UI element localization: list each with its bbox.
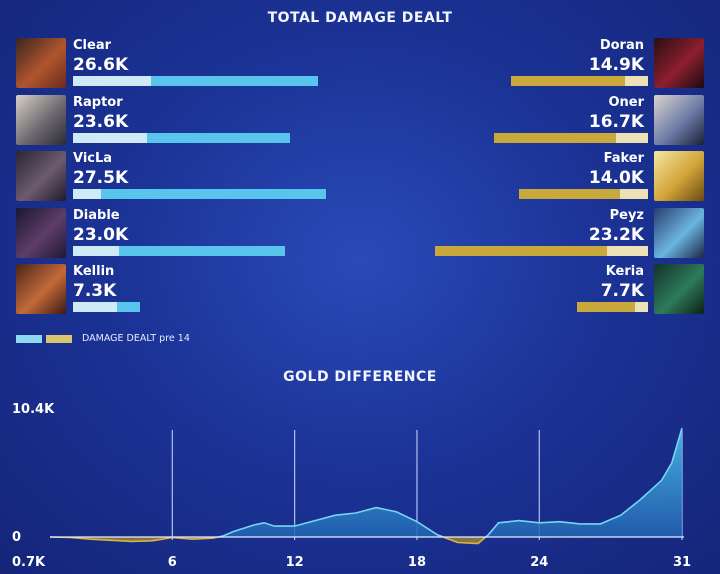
- x-tick-label: 12: [286, 555, 304, 570]
- damage-value: 27.5K: [73, 168, 129, 188]
- damage-bar: [519, 189, 648, 199]
- damage-value: 7.7K: [600, 281, 644, 301]
- portrait-diable: [16, 208, 66, 258]
- damage-bar: [73, 76, 318, 86]
- damage-bar: [494, 133, 648, 143]
- player-name: Kellin: [73, 264, 115, 279]
- damage-value: 14.9K: [588, 55, 644, 75]
- x-tick-label: 24: [530, 555, 548, 570]
- player-row-red: Peyz 23.2K: [360, 208, 720, 262]
- bar-segment-total: [119, 246, 285, 256]
- player-name: VicLa: [73, 151, 113, 166]
- bar-segment-pre14: [73, 189, 101, 199]
- y-bottom-label: 0.7K: [12, 555, 46, 570]
- damage-value: 23.2K: [588, 225, 644, 245]
- bar-segment-total: [100, 189, 326, 199]
- damage-value: 23.0K: [73, 225, 129, 245]
- damage-bar: [510, 76, 648, 86]
- damage-bar: [73, 302, 141, 312]
- player-row-red: Faker 14.0K: [360, 151, 720, 205]
- gold-title: GOLD DIFFERENCE: [283, 369, 437, 385]
- player-name: Keria: [605, 264, 644, 279]
- damage-value: 16.7K: [588, 112, 644, 132]
- player-row-blue: Clear 26.6K: [0, 38, 360, 92]
- series-line-red: [49, 537, 487, 545]
- player-name: Doran: [599, 38, 644, 53]
- player-name: Faker: [603, 151, 644, 166]
- portrait-kellin: [16, 264, 66, 314]
- bar-segment-pre14: [73, 246, 119, 256]
- player-name: Clear: [73, 38, 111, 53]
- bar-segment-total: [494, 133, 616, 143]
- portrait-doran: [654, 38, 704, 88]
- bar-segment-total: [117, 302, 141, 312]
- bar-segment-total: [510, 76, 625, 86]
- player-name: Raptor: [73, 95, 123, 110]
- player-row-red: Doran 14.9K: [360, 38, 720, 92]
- portrait-raptor: [16, 95, 66, 145]
- bar-segment-pre14: [620, 189, 648, 199]
- x-tick-label: 31: [673, 555, 691, 570]
- y-top-label: 10.4K: [12, 402, 55, 417]
- player-row-blue: Kellin 7.3K: [0, 264, 360, 318]
- player-row-blue: VicLa 27.5K: [0, 151, 360, 205]
- bar-segment-pre14: [73, 302, 118, 312]
- legend-swatch-gold: [46, 334, 72, 343]
- damage-legend: DAMAGE DEALT pre 14: [16, 333, 190, 344]
- bar-segment-total: [434, 246, 607, 256]
- portrait-keria: [654, 264, 704, 314]
- damage-value: 7.3K: [73, 281, 117, 301]
- damage-bar: [577, 302, 648, 312]
- bar-segment-pre14: [606, 246, 648, 256]
- series-line-blue: [50, 427, 683, 537]
- damage-bar: [73, 133, 291, 143]
- damage-value: 23.6K: [73, 112, 129, 132]
- portrait-vicla: [16, 151, 66, 201]
- player-name: Peyz: [609, 208, 644, 223]
- player-row-red: Oner 16.7K: [360, 95, 720, 149]
- portrait-oner: [654, 95, 704, 145]
- player-name: Diable: [73, 208, 120, 223]
- player-row-blue: Raptor 23.6K: [0, 95, 360, 149]
- damage-bar: [73, 189, 326, 199]
- portrait-peyz: [654, 208, 704, 258]
- bar-segment-pre14: [624, 76, 648, 86]
- bar-segment-total: [151, 76, 318, 86]
- bar-segment-pre14: [73, 133, 147, 143]
- bar-segment-pre14: [73, 76, 152, 86]
- player-row-red: Keria 7.7K: [360, 264, 720, 318]
- bar-segment-total: [577, 302, 636, 312]
- y-zero-label: 0: [12, 530, 21, 545]
- x-tick-label: 18: [408, 555, 426, 570]
- damage-bar: [73, 246, 285, 256]
- bar-segment-pre14: [615, 133, 648, 143]
- legend-swatch-blue: [16, 334, 42, 343]
- bar-segment-total: [519, 189, 621, 199]
- bar-segment-pre14: [635, 302, 648, 312]
- portrait-clear: [16, 38, 66, 88]
- damage-bar: [434, 246, 648, 256]
- area-red-lead: [50, 537, 682, 544]
- portrait-faker: [654, 151, 704, 201]
- damage-value: 14.0K: [588, 168, 644, 188]
- damage-title: TOTAL DAMAGE DEALT: [267, 10, 453, 26]
- damage-value: 26.6K: [73, 55, 129, 75]
- legend-label: DAMAGE DEALT pre 14: [82, 333, 190, 344]
- bar-segment-total: [146, 133, 291, 143]
- player-name: Oner: [608, 95, 644, 110]
- x-tick-label: 6: [168, 555, 177, 570]
- player-row-blue: Diable 23.0K: [0, 208, 360, 262]
- area-blue-lead: [50, 428, 682, 537]
